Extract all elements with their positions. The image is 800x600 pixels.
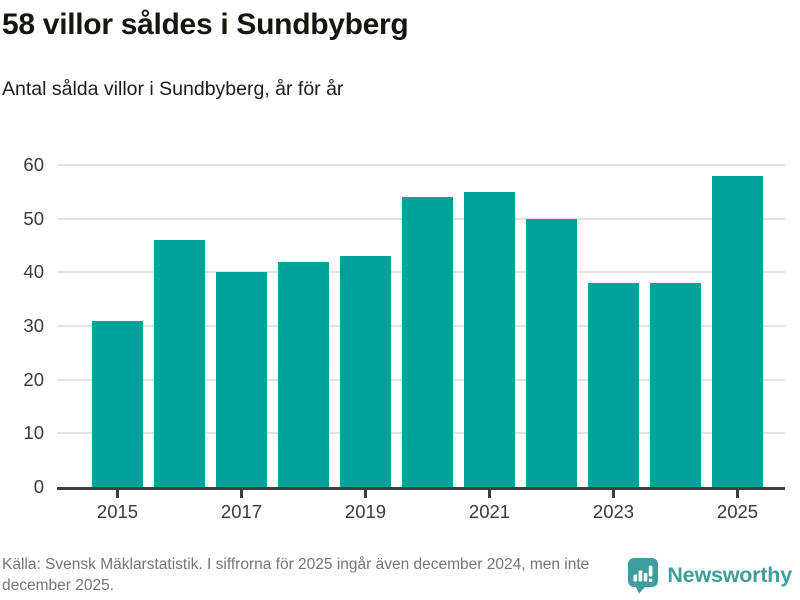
bar-2023	[588, 283, 639, 487]
x-tick-label-2023: 2023	[592, 501, 635, 522]
y-tick-label-60: 60	[23, 154, 44, 175]
x-tick-label-2015: 2015	[96, 501, 139, 522]
bar-2024	[650, 283, 701, 487]
bar-chart: 0 10 20 30 40 50 60 2015 2017 2019 2021 2023 2025	[0, 154, 800, 523]
newsworthy-icon	[628, 558, 659, 594]
x-cell-2019: 2019	[340, 490, 391, 523]
bar-2019	[340, 256, 391, 487]
bar-2016	[154, 240, 205, 487]
x-cell-2018	[278, 490, 329, 523]
x-cell-2022	[526, 490, 577, 523]
x-cell-2017: 2017	[216, 490, 267, 523]
bar-2025	[712, 175, 763, 487]
page-title: 58 villor såldes i Sundbyberg	[2, 8, 409, 41]
source-note: Källa: Svensk Mäklarstatistik. I siffror…	[2, 556, 590, 594]
y-tick-label-50: 50	[23, 207, 44, 229]
x-tick-label-2019: 2019	[344, 501, 387, 522]
chart-subtitle: Antal sålda villor i Sundbyberg, år för …	[2, 78, 344, 100]
x-tick-label-2017: 2017	[220, 501, 263, 522]
footer: Källa: Svensk Mäklarstatistik. I siffror…	[2, 555, 792, 596]
bar-2017	[216, 272, 267, 487]
x-cell-2023: 2023	[588, 490, 639, 523]
bar-2018	[278, 261, 329, 487]
x-tick-2023	[612, 490, 615, 498]
x-tick-2025	[736, 490, 739, 498]
bar-2022	[526, 218, 577, 487]
bar-2015	[92, 320, 143, 487]
bars-container	[57, 175, 785, 487]
x-tick-2015	[116, 490, 119, 498]
x-cell-2016	[154, 490, 205, 523]
x-tick-label-2025: 2025	[716, 501, 759, 522]
y-tick-label-10: 10	[23, 422, 44, 444]
x-axis: 2015 2017 2019 2021 2023 2025	[57, 490, 785, 523]
y-tick-label-0: 0	[33, 476, 44, 497]
x-tick-2021	[488, 490, 491, 498]
x-cell-2024	[650, 490, 701, 523]
y-tick-label-20: 20	[23, 368, 44, 390]
x-cell-2025: 2025	[712, 490, 763, 523]
bar-2020	[402, 197, 453, 487]
x-cell-2015: 2015	[92, 490, 143, 523]
plot-area	[57, 164, 785, 490]
y-tick-label-40: 40	[23, 261, 44, 283]
x-tick-2017	[240, 490, 243, 498]
newsworthy-wordmark: Newsworthy	[667, 563, 792, 588]
bar-2021	[464, 191, 515, 487]
x-tick-label-2021: 2021	[468, 501, 511, 522]
x-cell-2020	[402, 490, 453, 523]
x-tick-2019	[364, 490, 367, 498]
gridline-60	[57, 164, 785, 166]
y-tick-label-30: 30	[23, 315, 44, 336]
x-cell-2021: 2021	[464, 490, 515, 523]
newsworthy-logo: Newsworthy	[627, 557, 792, 594]
